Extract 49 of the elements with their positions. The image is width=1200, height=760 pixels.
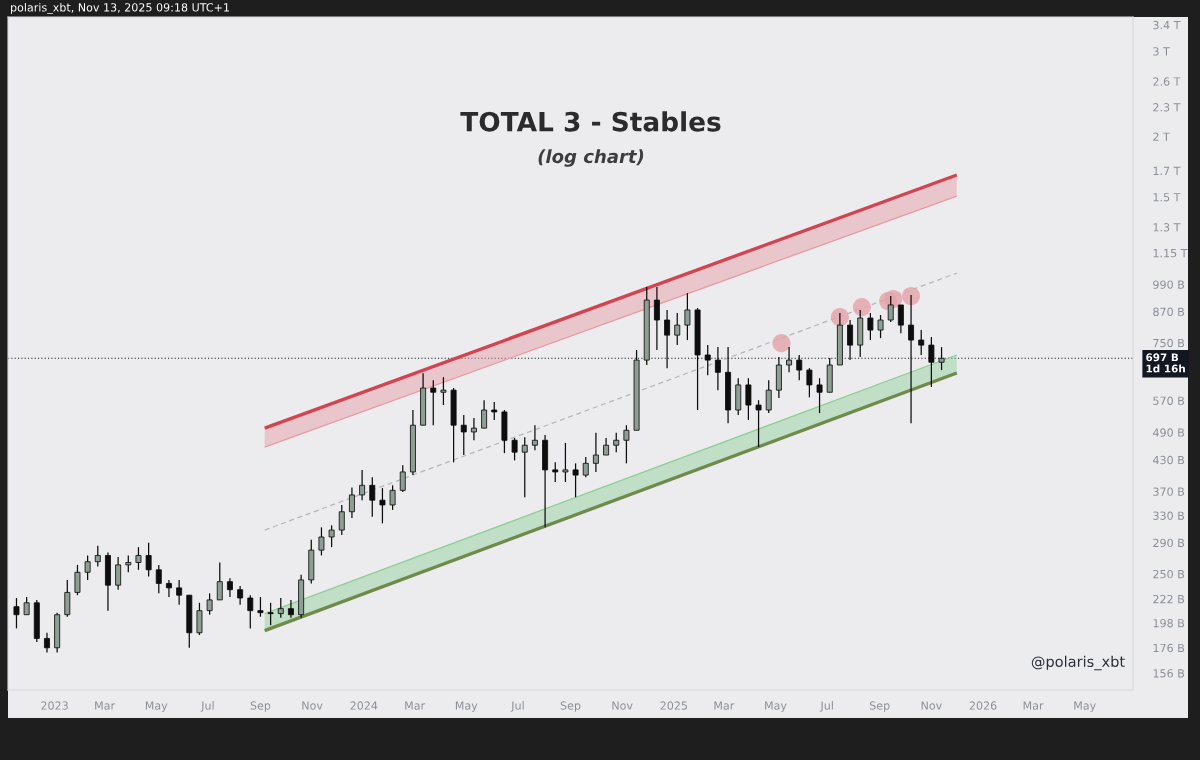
x-tick-label: Sep [250, 701, 271, 712]
x-tick-label: Mar [1023, 701, 1044, 710]
y-tick-label: 222 B [1153, 594, 1185, 604]
y-tick-label: 290 B [1153, 538, 1185, 548]
y-tick-label: 176 B [1153, 643, 1185, 653]
x-tick-label: May [1074, 701, 1096, 712]
x-tick-label: 2024 [350, 701, 378, 710]
y-tick-label: 1.5 T [1153, 193, 1181, 202]
x-tick-label: May [765, 701, 787, 712]
y-tick-label: 3 T [1153, 47, 1170, 56]
x-tick-label: Nov [921, 701, 942, 710]
x-tick-label: May [145, 701, 168, 712]
y-tick-label: 750 B [1153, 338, 1185, 348]
y-tick-label: 2 T [1153, 132, 1170, 141]
x-tick-label: Jul [819, 701, 833, 712]
y-tick-label: 1.15 T [1153, 249, 1188, 258]
x-tick-label: Nov [302, 701, 323, 710]
y-tick-label: 370 B [1153, 487, 1185, 496]
ref-line-label: 697 B 1d 16h [1146, 353, 1185, 373]
y-tick-label: 490 B [1152, 428, 1185, 437]
y-tick-label: 430 B [1152, 455, 1185, 465]
x-tick-label: Mar [714, 701, 735, 710]
text: polaris_xbt, Nov 13, 2025 09:18 UTC+1 [11, 2, 229, 15]
x-tick-label: Sep [869, 701, 890, 712]
x-tick-label: Mar [405, 701, 426, 710]
y-tick-label: 330 B [1153, 511, 1185, 520]
x-tick-label: 2025 [660, 701, 688, 710]
y-tick-label: 870 B [1153, 307, 1185, 316]
y-tick-label: 3.4 T [1153, 20, 1181, 30]
x-tick-label: 2026 [969, 701, 997, 710]
x-tick-label: 2023 [41, 701, 68, 710]
text: (log chart) [538, 149, 644, 167]
y-tick-label: 156 B [1153, 669, 1185, 678]
y-tick-label: 570 B [1153, 396, 1185, 405]
y-tick-label: 990 B [1153, 280, 1185, 289]
x-tick-label: Sep [560, 701, 581, 712]
annotation: @polaris_xbt [1031, 655, 1125, 671]
y-tick-label: 198 B [1153, 618, 1185, 628]
text: TOTAL 3 - Stables [460, 111, 721, 132]
y-tick-label: 1.3 T [1153, 223, 1181, 232]
x-tick-label: Nov [612, 701, 633, 710]
x-tick-label: Jul [510, 701, 524, 712]
y-tick-label: 250 B [1153, 569, 1185, 579]
y-tick-label: 2.6 T [1153, 77, 1181, 86]
x-tick-label: Jul [200, 701, 214, 712]
y-tick-label: 1.7 T [1153, 166, 1181, 175]
y-tick-label: 2.3 T [1153, 103, 1181, 112]
x-tick-label: Mar [95, 701, 116, 710]
x-tick-label: May [455, 701, 478, 712]
